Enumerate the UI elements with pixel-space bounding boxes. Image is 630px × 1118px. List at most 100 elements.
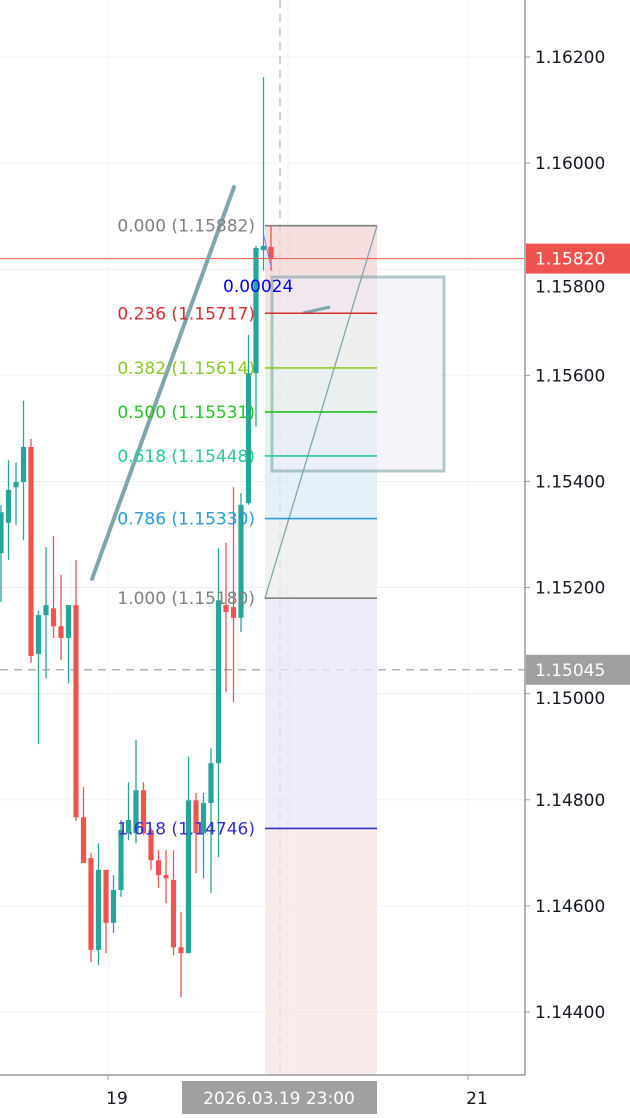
candle-body	[178, 947, 184, 954]
crosshair-price-badge	[526, 654, 630, 685]
candle-body	[43, 605, 49, 616]
candle	[200, 792, 207, 879]
candle-body	[170, 879, 177, 948]
candle-body	[140, 790, 147, 834]
candle	[35, 610, 42, 745]
candle	[88, 852, 94, 963]
candle-body	[110, 889, 117, 923]
price-tick-label: 1.14800	[535, 791, 605, 811]
candle	[73, 559, 79, 822]
candle	[50, 536, 57, 638]
candle	[65, 605, 72, 684]
candle	[170, 850, 177, 956]
grid	[0, 0, 525, 1075]
candle-body	[35, 615, 42, 654]
fib-levels[interactable]: 0.000 (1.15882) 0.236 (1.15717) 0.382 (1.1…	[117, 217, 377, 840]
candle-body	[253, 248, 259, 374]
candle-body	[268, 246, 274, 259]
rectangle-drawing[interactable]	[270, 275, 446, 473]
candle-body	[103, 869, 109, 923]
candle-body	[260, 245, 267, 251]
candle	[125, 782, 132, 841]
measure-label: 0.00024	[223, 277, 293, 297]
last-price-label: 1.15820	[535, 250, 605, 270]
price-axis[interactable]	[525, 0, 630, 1118]
candle	[268, 226, 274, 271]
candle-body	[200, 802, 207, 834]
candle	[155, 850, 162, 888]
candle-body	[73, 605, 79, 818]
candle-body	[88, 858, 94, 950]
time-tick-label: 19	[106, 1089, 128, 1109]
measure-line[interactable]	[262, 231, 273, 272]
candle-body	[20, 446, 27, 482]
price-tick-label: 1.14600	[535, 897, 605, 917]
price-tick-label: 1.15800	[535, 278, 605, 298]
candle	[58, 574, 64, 661]
candle-body	[80, 817, 87, 863]
candle-body	[5, 489, 12, 523]
crosshair-time-badge	[182, 1081, 377, 1114]
candle	[230, 487, 237, 703]
fib-band	[265, 518, 377, 599]
candle-body	[58, 626, 64, 638]
price-tick-label: 1.14400	[535, 1003, 605, 1023]
candle-body	[50, 608, 57, 627]
candle-body	[95, 869, 102, 950]
candle-body	[133, 790, 139, 834]
price-tick-label: 1.15000	[535, 689, 605, 709]
candle-body	[230, 607, 237, 618]
trend-line[interactable]	[90, 185, 236, 581]
crosshair-price-label: 1.15045	[535, 661, 605, 681]
candle-body	[193, 800, 199, 834]
time-tick-label: 21	[466, 1089, 488, 1109]
candle	[133, 739, 139, 844]
candle-body	[208, 763, 214, 803]
candle	[148, 827, 154, 870]
candle-body	[163, 875, 169, 879]
candle	[253, 245, 259, 427]
price-tick-label: 1.16000	[535, 154, 605, 174]
candle-body	[118, 830, 124, 890]
fib-band	[265, 598, 377, 829]
candle	[28, 439, 34, 663]
price-tick-label: 1.16200	[535, 48, 605, 68]
candle	[193, 792, 199, 874]
fib-level-label: 0.382 (1.15614)	[117, 359, 255, 379]
candle	[118, 819, 124, 897]
candle-body	[238, 504, 244, 618]
candle-body	[0, 512, 4, 554]
fib-band	[265, 828, 377, 1075]
candle	[260, 77, 267, 271]
price-tick-label: 1.15200	[535, 579, 605, 599]
candle-body	[185, 800, 192, 954]
drawings[interactable]: 0.00024	[0, 185, 525, 599]
candle	[215, 548, 222, 858]
candle	[0, 504, 4, 602]
candle-body	[215, 600, 222, 764]
candle	[245, 335, 252, 505]
candle-body	[148, 830, 154, 861]
fib-level-label: 0.500 (1.15531)	[117, 403, 255, 423]
candle-body	[155, 860, 162, 876]
candle	[140, 782, 147, 835]
candle	[178, 912, 184, 998]
candle-body	[223, 605, 229, 612]
candle	[13, 462, 19, 525]
short-line-drawing[interactable]	[302, 305, 331, 315]
price-tick-label: 1.15600	[535, 366, 605, 386]
candle	[185, 756, 192, 954]
candle-body	[28, 446, 34, 657]
fib-level-label: 1.618 (1.14746)	[117, 819, 255, 839]
candle	[110, 875, 117, 933]
candle	[20, 400, 27, 540]
candle	[5, 460, 12, 560]
candle	[238, 493, 244, 633]
candle-body	[65, 605, 72, 638]
fib-level-label: 0.786 (1.15330)	[117, 510, 255, 530]
crosshair-time-label: 2026.03.19 23:00	[203, 1089, 355, 1109]
candle	[95, 843, 102, 966]
candles	[0, 77, 274, 998]
